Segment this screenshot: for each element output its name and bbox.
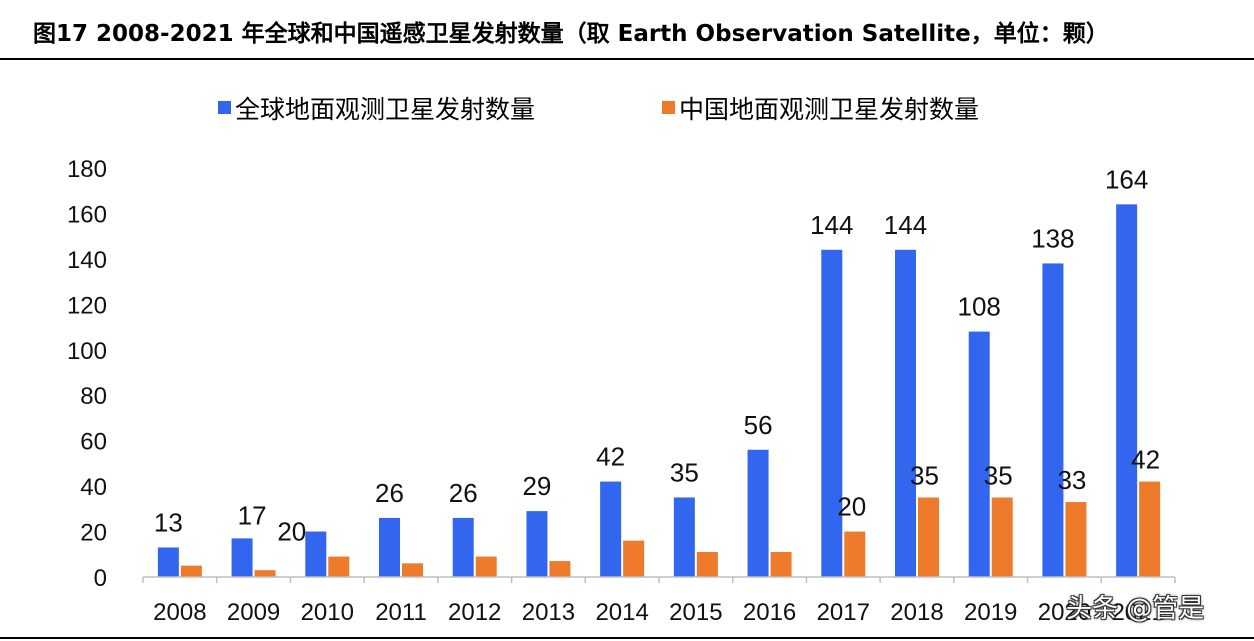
global-bar-2019 (968, 331, 990, 577)
china-bar-2013 (549, 561, 571, 577)
data-labels-layer: 13 17 20 26 26 29 42 35 56 144 144 108 138 164 20 35 35 3… (154, 164, 1160, 546)
bottom-divider (0, 637, 1254, 639)
global-bar-2011 (379, 517, 400, 577)
y-tick-label: 80 (80, 383, 107, 410)
china-bar-2020 (1065, 502, 1087, 577)
global-bar-2008 (157, 547, 179, 577)
x-tick-label-2013: 2013 (522, 599, 575, 626)
legend-label-1: 全球地面观测卫星发射数量 (235, 95, 535, 124)
global-bar-2016 (747, 449, 769, 577)
china-bar-2010 (328, 556, 350, 577)
y-tick-label: 0 (94, 565, 107, 592)
legend-swatch-2 (662, 101, 675, 114)
legend-label-2: 中国地面观测卫星发射数量 (679, 95, 979, 124)
china-value-label-2017: 20 (837, 492, 866, 522)
china-value-label-2021: 42 (1131, 445, 1160, 475)
global-bar-2010 (305, 531, 327, 577)
china-bar-2015 (696, 552, 718, 577)
bars-layer (157, 204, 1161, 578)
global-bar-2017 (821, 249, 843, 578)
global-value-label-2017: 144 (810, 210, 853, 240)
global-bar-2009 (231, 538, 253, 577)
chart-legend: 全球地面观测卫星发射数量 中国地面观测卫星发射数量 (218, 95, 979, 124)
x-tick-label-2012: 2012 (448, 599, 501, 626)
global-value-label-2016: 56 (744, 410, 773, 440)
china-bar-2017 (844, 531, 866, 577)
global-bar-2015 (673, 497, 695, 577)
china-bar-2012 (475, 556, 497, 577)
y-axis-ticks: 0 20 40 60 80 100 120 140 160 180 (67, 156, 107, 592)
x-tick-label-2008: 2008 (153, 599, 206, 626)
x-tick-label-2009: 2009 (227, 599, 280, 626)
china-bar-2016 (770, 552, 792, 577)
global-value-label-2012: 26 (449, 478, 478, 508)
global-bar-2018 (895, 249, 916, 578)
legend-swatch-1 (218, 101, 231, 114)
global-value-label-2008: 13 (154, 507, 183, 537)
global-bar-2014 (600, 481, 622, 577)
x-tick-label-2018: 2018 (890, 599, 943, 626)
x-tick-label-2016: 2016 (743, 599, 796, 626)
figure-title: 图17 2008-2021 年全球和中国遥感卫星发射数量（取 Earth Obs… (33, 21, 1109, 47)
y-tick-label: 40 (80, 474, 107, 501)
china-value-label-2018: 35 (910, 460, 939, 490)
x-tick-label-2017: 2017 (817, 599, 870, 626)
global-value-label-2009: 17 (238, 500, 267, 530)
global-bar-2012 (452, 517, 474, 577)
china-bar-2018 (918, 497, 939, 577)
china-bar-2008 (180, 565, 202, 577)
global-value-label-2010: 20 (277, 517, 306, 547)
x-tick-label-2010: 2010 (301, 599, 354, 626)
y-tick-label: 20 (80, 520, 107, 547)
y-tick-label: 120 (67, 292, 107, 319)
figure-title-bar: 图17 2008-2021 年全球和中国遥感卫星发射数量（取 Earth Obs… (0, 0, 1254, 58)
y-tick-label: 180 (67, 156, 107, 183)
x-tick-label-2011: 2011 (375, 599, 427, 626)
global-value-label-2020: 138 (1031, 223, 1074, 253)
x-tick-label-2020: 2020 (1038, 599, 1091, 626)
global-value-label-2018: 144 (884, 210, 927, 240)
x-tick-label-2019: 2019 (964, 599, 1017, 626)
china-bar-2021 (1139, 481, 1161, 577)
china-bar-2011 (402, 563, 423, 577)
x-tick-label-2014: 2014 (595, 599, 648, 626)
y-tick-label: 160 (67, 201, 107, 228)
global-value-label-2019: 108 (958, 292, 1001, 322)
china-value-label-2020: 33 (1057, 465, 1086, 495)
global-bar-2020 (1042, 263, 1064, 577)
title-divider (0, 58, 1254, 60)
global-bar-2021 (1116, 204, 1138, 577)
x-tick-label-2021: 2021 (1111, 599, 1164, 626)
y-tick-label: 100 (67, 338, 107, 365)
global-value-label-2015: 35 (670, 457, 699, 487)
china-bar-2019 (991, 497, 1013, 577)
china-bar-2014 (623, 540, 645, 577)
watermark-text: 头条 @管是 (1066, 594, 1205, 624)
x-tick-label-2015: 2015 (669, 599, 722, 626)
y-tick-label: 60 (80, 429, 107, 456)
y-tick-label: 140 (67, 247, 107, 274)
global-value-label-2013: 29 (522, 471, 551, 501)
global-bar-2013 (526, 511, 548, 577)
x-axis: 2008 2009 2010 2011 2012 2013 2014 2015 2016 2017… (142, 576, 1176, 626)
global-value-label-2021: 164 (1105, 164, 1148, 194)
china-bar-2009 (254, 570, 276, 577)
global-value-label-2014: 42 (596, 442, 625, 472)
global-value-label-2011: 26 (375, 478, 404, 508)
china-value-label-2019: 35 (984, 460, 1013, 490)
